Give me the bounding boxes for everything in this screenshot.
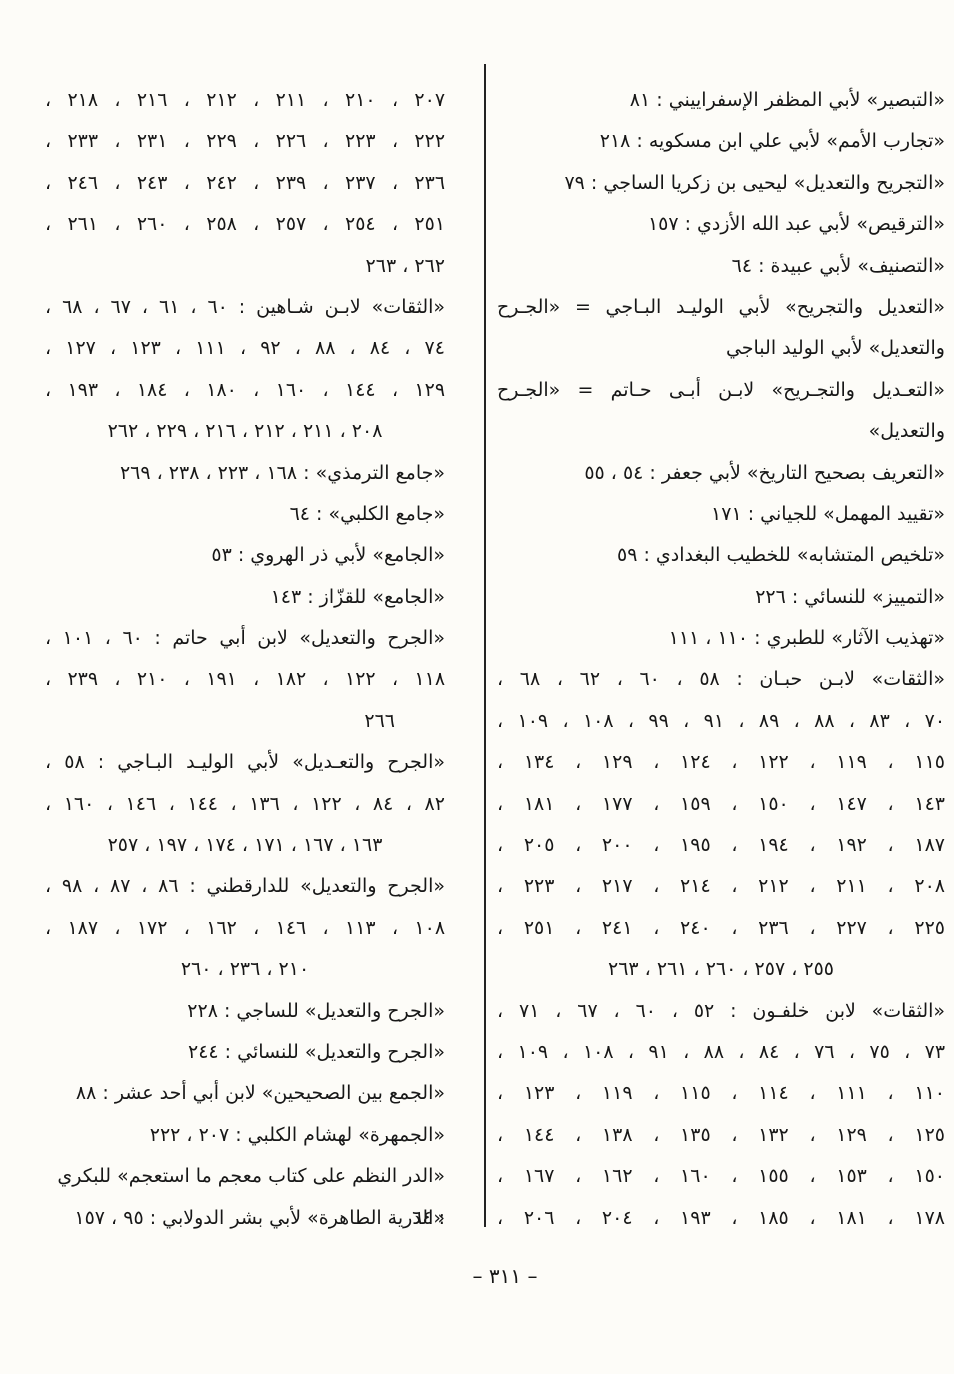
index-line: «التمييز» للنسائي : ٢٢٦ [755,585,945,608]
index-line: ١٧٨ ، ١٨١ ، ١٨٥ ، ١٩٣ ، ٢٠٤ ، ٢٠٦ ، [497,1206,945,1229]
index-line: ١١٨ ، ١٢٢ ، ١٨٢ ، ١٩١ ، ٢١٠ ، ٢٣٩ ، [45,668,446,691]
index-line: «تلخيص المتشابه» للخطيب البغدادي : ٥٩ [617,544,945,567]
index-entry: «تجارب الأمم» لأبي علي ابن مسكويه : ٢١٨ [497,121,945,162]
index-entry: «التعديل والتجريح» لأبي الوليـد البـاجي … [497,287,945,370]
index-line: «تقييد المهمل» للجياني : ١٧١ [711,502,945,525]
index-entry: «الثقات» لابـن شـاهين : ٦٠ ، ٦١ ، ٦٧ ، ٦… [45,287,445,453]
index-entry: «تهذيب الآثار» للطبري : ١١٠ ، ١١١ [497,618,945,659]
index-line: «الترقيص» لأبي عبد الله الأزدي : ١٥٧ [647,213,945,236]
index-entry: «الجرح والتعديل» لابن أبي حاتم : ٦٠ ، ١٠… [45,618,445,742]
index-line: «التعـديل والتجـريح» لابـن أبـى حـاتم = … [497,378,945,401]
index-line: ٢٠٧ ، ٢١٠ ، ٢١١ ، ٢١٢ ، ٢١٦ ، ٢١٨ ، [45,89,446,111]
index-entry: «الثقات» لابـن حبـان : ٥٨ ، ٦٠ ، ٦٢ ، ٦٨… [497,659,945,990]
index-line: ٢٥١ ، ٢٥٤ ، ٢٥٧ ، ٢٥٨ ، ٢٦٠ ، ٢٦١ ، [45,213,446,236]
index-line: ١٦٣ ، ١٦٧ ، ١٧١ ، ١٧٤ ، ١٩٧ ، ٢٥٧ [107,834,383,857]
index-line: «الدر النظم على كتاب معجم ما استعجم» للب… [57,1165,445,1229]
index-line: «الجرح والتعديل» للساجي : ٢٢٨ [187,999,445,1022]
index-entry: «الجامع» لأبي ذر الهروي : ٥٣ [45,535,445,576]
index-line: ١٢٥ ، ١٢٩ ، ١٣٢ ، ١٣٥ ، ١٣٨ ، ١٤٤ ، [497,1123,945,1146]
index-line: والتعديل» لأبي الوليد الباجي [725,337,945,360]
index-line: ١٤٣ ، ١٤٧ ، ١٥٠ ، ١٥٩ ، ١٧٧ ، ١٨١ ، [497,792,945,815]
index-line: ١١٠ ، ١١١ ، ١١٤ ، ١١٥ ، ١١٩ ، ١٢٣ ، [497,1082,945,1105]
index-line: «الثقات» لابن خلفـون : ٥٢ ، ٦٠ ، ٦٧ ، ٧١… [497,999,946,1022]
index-line: «الجرح والتعديل» لابن أبي حاتم : ٦٠ ، ١٠… [45,627,445,650]
index-line: ٢٠٨ ، ٢١١ ، ٢١٢ ، ٢١٤ ، ٢١٧ ، ٢٢٣ ، [497,875,945,898]
index-entry: «التبصير» لأبي المظفر الإسفراييني : ٨١ [497,80,945,121]
index-line: «الجامع» لأبي ذر الهروي : ٥٣ [211,544,445,567]
index-entry: «الجرح والتعـديل» لأبي الوليـد البـاجي :… [45,742,445,866]
index-line: ٧٠ ، ٨٣ ، ٨٨ ، ٨٩ ، ٩١ ، ٩٩ ، ١٠٨ ، ١٠٩ … [497,709,946,732]
index-line: «الذرية الطاهرة» لأبي بشر الدولابي : ٩٥ … [74,1206,445,1229]
index-line: ٢٦٦ [364,709,395,732]
index-line: «جامع الكلبي» : ٦٤ [289,502,445,525]
index-line: «التعريف بصحيح التاريخ» لأبي جعفر : ٥٤ ،… [584,461,945,484]
index-entry: «تقييد المهمل» للجياني : ١٧١ [497,494,945,535]
index-entry: «جامع الكلبي» : ٦٤ [45,494,445,535]
index-entry: «الذرية الطاهرة» لأبي بشر الدولابي : ٩٥ … [45,1198,445,1239]
index-line: «التجريح والتعديل» ليحيى بن زكريا الساجي… [564,171,945,194]
index-entry: «التصنيف» لأبي عبيدة : ٦٤ [497,246,945,287]
index-column-right: «التبصير» لأبي المظفر الإسفراييني : ٨١ «ت… [497,80,945,1239]
index-entry: «الجمهرة» لهشام الكلبي : ٢٠٧ ، ٢٢٢ [45,1115,445,1156]
index-entry: «جامع الترمذي» : ١٦٨ ، ٢٢٣ ، ٢٣٨ ، ٢٦٩ [45,453,445,494]
index-line: «الثقات» لابـن شـاهين : ٦٠ ، ٦١ ، ٦٧ ، ٦… [45,295,446,318]
index-line: «تجارب الأمم» لأبي علي ابن مسكويه : ٢١٨ [599,130,945,153]
index-line: ١٨٧ ، ١٩٢ ، ١٩٤ ، ١٩٥ ، ٢٠٠ ، ٢٠٥ ، [497,834,945,857]
index-entry: «الجرح والتعديل» للدارقطني : ٨٦ ، ٨٧ ، ٩… [45,866,445,990]
index-line: «التبصير» لأبي المظفر الإسفراييني : ٨١ [629,89,945,111]
index-entry: «التعـديل والتجـريح» لابـن أبـى حـاتم = … [497,370,945,453]
index-line: «تهذيب الآثار» للطبري : ١١٠ ، ١١١ [668,627,945,650]
column-divider-rule [484,64,486,1227]
index-line: ٢٥٥ ، ٢٥٧ ، ٢٦٠ ، ٢٦١ ، ٢٦٣ [608,958,834,981]
index-line: «التصنيف» لأبي عبيدة : ٦٤ [731,254,945,277]
index-line: ٢٣٦ ، ٢٣٧ ، ٢٣٩ ، ٢٤٢ ، ٢٤٣ ، ٢٤٦ ، [45,171,446,194]
index-entry: «الجرح والتعديل» للساجي : ٢٢٨ [45,991,445,1032]
index-line: ١١٥ ، ١١٩ ، ١٢٢ ، ١٢٤ ، ١٢٩ ، ١٣٤ ، [497,751,945,774]
index-line: «الثقات» لابـن حبـان : ٥٨ ، ٦٠ ، ٦٢ ، ٦٨… [497,668,945,691]
index-entry: «الجامع» للقزّاز : ١٤٣ [45,577,445,618]
index-entry: «التمييز» للنسائي : ٢٢٦ [497,577,945,618]
index-line: «الجرح والتعديل» للنسائي : ٢٤٤ [188,1040,445,1063]
index-line: والتعديل» [868,420,945,443]
index-line: «الجمع بين الصحيحين» لابن أبي أحد عشر : … [75,1082,445,1105]
index-column-left: ٢٠٧ ، ٢١٠ ، ٢١١ ، ٢١٢ ، ٢١٦ ، ٢١٨ ، ٢٢٢ ،… [45,80,445,1239]
index-line: ٨٢ ، ٨٤ ، ١٢٢ ، ١٣٦ ، ١٤٤ ، ١٤٦ ، ١٦٠ ، [45,792,445,815]
index-line: «الجرح والتعديل» للدارقطني : ٨٦ ، ٨٧ ، ٩… [45,875,445,898]
index-entry: «الدر النظم على كتاب معجم ما استعجم» للب… [45,1156,445,1229]
index-line: «جامع الترمذي» : ١٦٨ ، ٢٢٣ ، ٢٣٨ ، ٢٦٩ [119,461,445,484]
index-line: ٢٠٨ ، ٢١١ ، ٢١٢ ، ٢١٦ ، ٢٢٩ ، ٢٦٢ [107,420,383,443]
index-line: ٢٢٢ ، ٢٢٣ ، ٢٢٦ ، ٢٢٩ ، ٢٣١ ، ٢٣٣ ، [45,130,446,153]
index-entry: «التعريف بصحيح التاريخ» لأبي جعفر : ٥٤ ،… [497,453,945,494]
index-line: ٢٢٥ ، ٢٢٧ ، ٢٣٦ ، ٢٤٠ ، ٢٤١ ، ٢٥١ ، [497,916,945,939]
index-line: ٧٤ ، ٨٤ ، ٨٨ ، ٩٢ ، ١١١ ، ١٢٣ ، ١٢٧ ، [45,337,445,360]
index-entry: «الترقيص» لأبي عبد الله الأزدي : ١٥٧ [497,204,945,245]
index-line: ٢٦٢ ، ٢٦٣ [365,254,445,277]
index-line: ١٥٠ ، ١٥٣ ، ١٥٥ ، ١٦٠ ، ١٦٢ ، ١٦٧ ، [497,1165,945,1188]
index-entry: «الجمع بين الصحيحين» لابن أبي أحد عشر : … [45,1073,445,1114]
index-line: «الجمهرة» لهشام الكلبي : ٢٠٧ ، ٢٢٢ [149,1123,445,1146]
index-entry: «الثقات» لابن خلفـون : ٥٢ ، ٦٠ ، ٦٧ ، ٧١… [497,991,945,1239]
index-entry: ٢٠٧ ، ٢١٠ ، ٢١١ ، ٢١٢ ، ٢١٦ ، ٢١٨ ، ٢٢٢ ،… [45,80,445,287]
index-entry: «تلخيص المتشابه» للخطيب البغدادي : ٥٩ [497,535,945,576]
index-line: ٧٣ ، ٧٥ ، ٧٦ ، ٨٤ ، ٨٨ ، ٩١ ، ١٠٨ ، ١٠٩ … [497,1040,946,1063]
index-entry: «الجرح والتعديل» للنسائي : ٢٤٤ [45,1032,445,1073]
page-number: – ٣١١ – [472,1264,538,1288]
index-line: ١٠٨ ، ١١٣ ، ١٤٦ ، ١٦٢ ، ١٧٢ ، ١٨٧ ، [45,916,446,939]
index-entry: «التجريح والتعديل» ليحيى بن زكريا الساجي… [497,163,945,204]
index-line: ٢١٠ ، ٢٣٦ ، ٢٦٠ [180,958,310,981]
index-line: ١٢٩ ، ١٤٤ ، ١٦٠ ، ١٨٠ ، ١٨٤ ، ١٩٣ ، [45,378,446,401]
index-line: «الجرح والتعـديل» لأبي الوليـد البـاجي :… [45,751,445,774]
index-line: «الجامع» للقزّاز : ١٤٣ [270,585,445,608]
index-line: «التعديل والتجريح» لأبي الوليـد البـاجي … [497,295,945,318]
